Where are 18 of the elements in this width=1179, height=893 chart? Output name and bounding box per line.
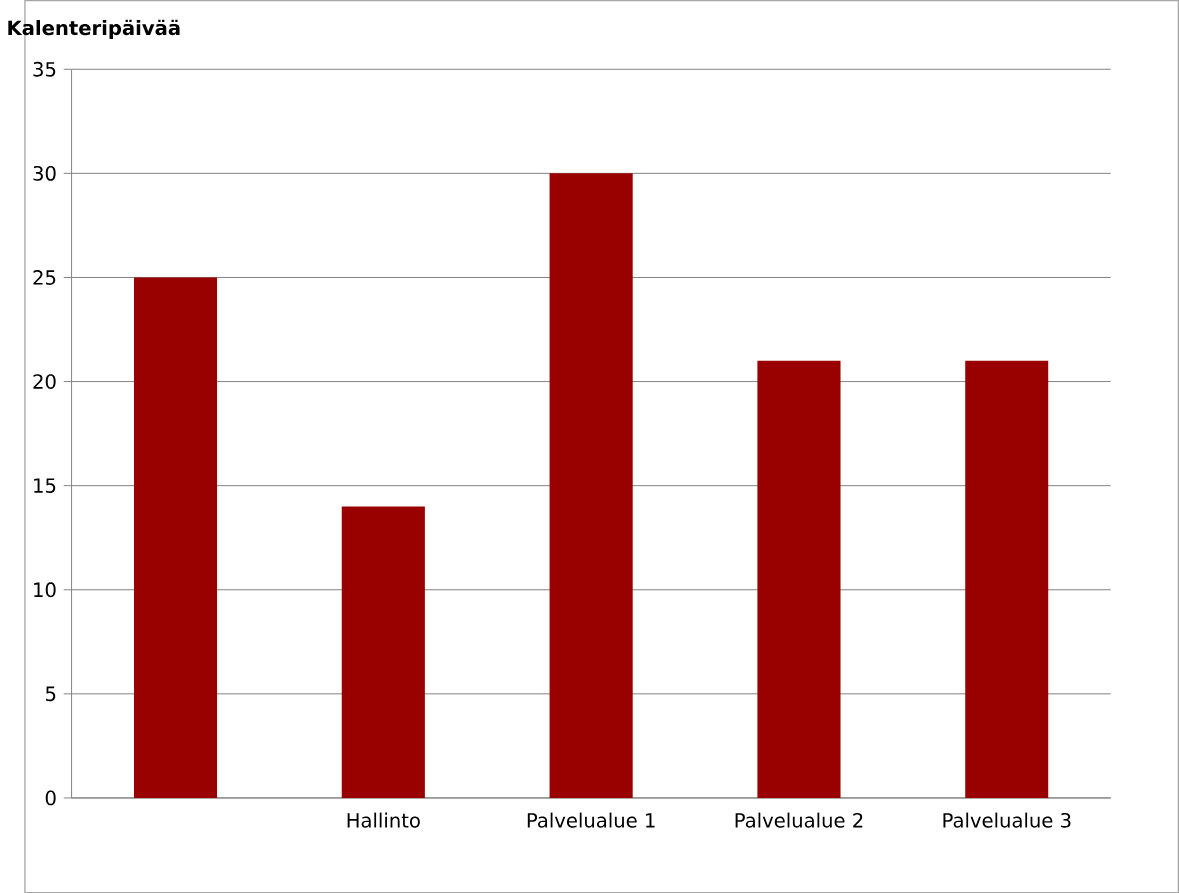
x-tick-label: Palvelualue 1: [527, 812, 655, 828]
bar: [133, 277, 218, 798]
bar: [757, 360, 841, 798]
x-tick-label: Hallinto: [347, 812, 420, 828]
x-tick-label: Palvelualue 2: [735, 812, 863, 828]
bar: [341, 506, 425, 798]
y-tick-label: 5: [45, 686, 56, 702]
y-tick-label: 25: [33, 269, 56, 285]
bar: [965, 360, 1049, 798]
y-axis-title: Kalenteripäivää: [8, 19, 180, 39]
y-tick-label: 30: [33, 165, 56, 181]
y-tick-label: 15: [34, 478, 56, 493]
y-tick-label: 10: [34, 582, 56, 598]
y-tick-label: 20: [33, 374, 56, 389]
y-tick-label: 0: [45, 790, 56, 806]
x-tick-label: Palvelualue 3: [943, 812, 1071, 828]
y-tick-label: 35: [33, 61, 56, 77]
bar: [549, 173, 633, 798]
